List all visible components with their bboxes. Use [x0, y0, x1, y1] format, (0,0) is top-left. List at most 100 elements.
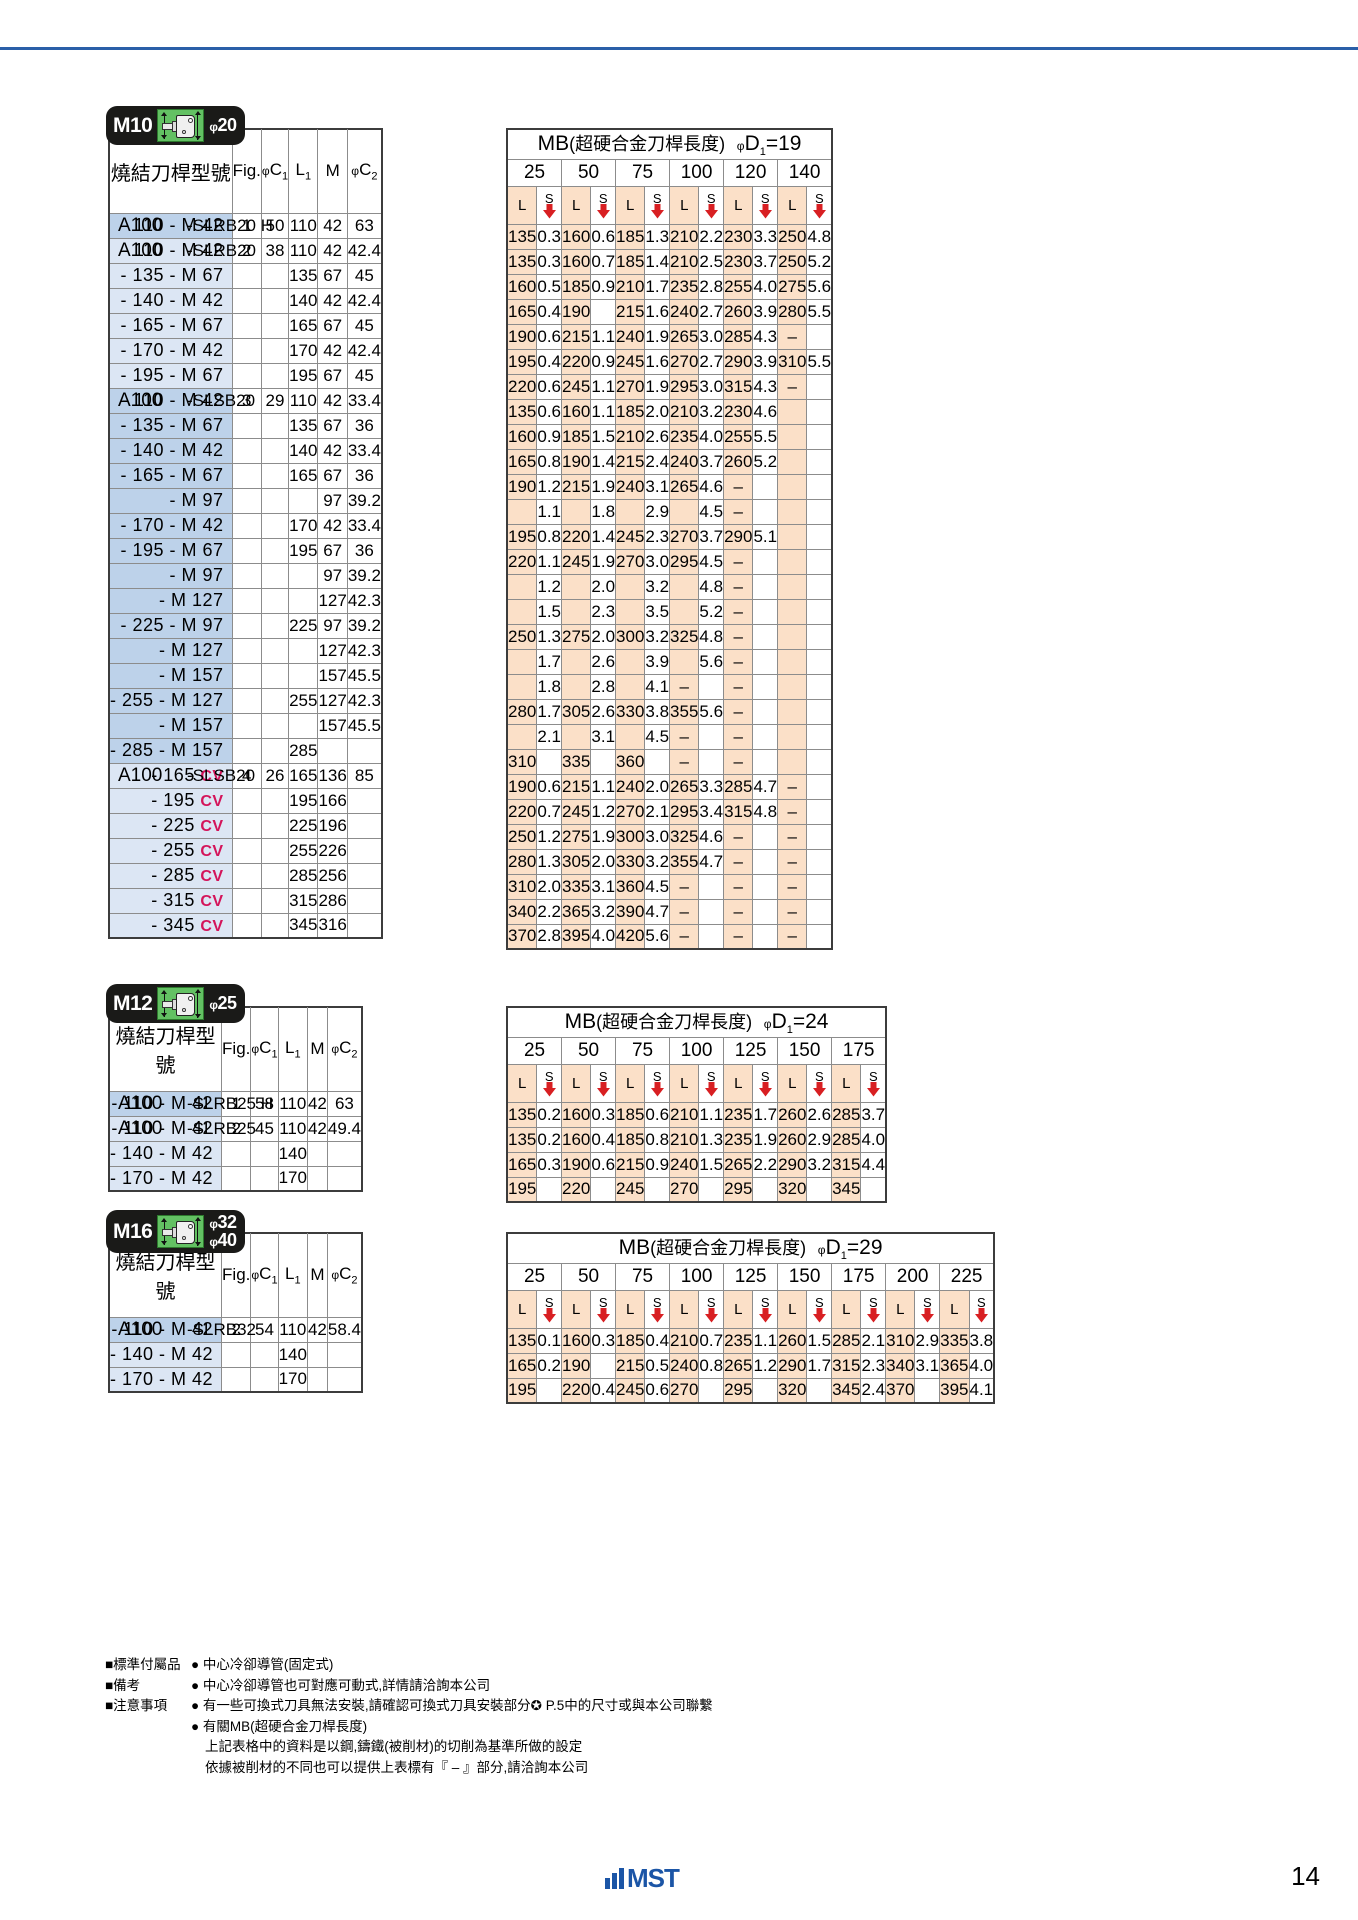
- cell-mb-L: 310: [506, 748, 538, 775]
- cell-mb-S: 0.5: [644, 1352, 671, 1379]
- s-arrow-icon: S: [807, 1296, 831, 1323]
- model-size: - 255 CV: [151, 840, 224, 860]
- cell-c2: 42.4: [346, 287, 383, 314]
- sub-col-L: L: [506, 1289, 538, 1329]
- cell-m: 97: [317, 612, 348, 639]
- cell-mb-L: 395: [939, 1377, 970, 1404]
- cell-mb-S: 1.2: [752, 1352, 779, 1379]
- table-row: - 345 CV 345 316: [108, 912, 383, 939]
- cell-mb-S: 1.1: [590, 773, 617, 800]
- cell-mb-L: 245: [615, 348, 646, 375]
- cell-mb-L: –: [669, 923, 700, 950]
- cell-mb-S: [536, 1176, 563, 1203]
- cell-mb-L: 360: [615, 748, 646, 775]
- sub-col-L: L: [561, 185, 592, 225]
- cell-mb-L: 135: [506, 1327, 538, 1354]
- cell-mb-S: 1.7: [644, 273, 671, 300]
- cell-m: 127: [317, 587, 348, 614]
- cell-m: 157: [317, 662, 348, 689]
- cell-mb-L: 420: [615, 923, 646, 950]
- cell-mb-S: 1.6: [644, 348, 671, 375]
- cell-l1: 315: [288, 887, 319, 914]
- sub-col-S: S: [590, 1063, 617, 1103]
- s-arrow-icon: S: [591, 1296, 615, 1323]
- cell-mb-L: 245: [561, 373, 592, 400]
- cell-mb-L: [777, 448, 808, 475]
- cell-mb-S: 0.5: [536, 273, 563, 300]
- cell-m: 42: [317, 212, 348, 239]
- cell-c2: [346, 887, 383, 914]
- cell-mb-S: 4.7: [698, 848, 725, 875]
- cell-mb-L: –: [723, 873, 754, 900]
- cell-mb-S: 3.1: [644, 473, 671, 500]
- table-row: - 225 - M 97 225 97 39.2: [108, 612, 383, 639]
- cell-mb-S: 1.9: [752, 1126, 779, 1153]
- mb-length-header: 50: [561, 158, 617, 187]
- model-code: -SLRB20: [187, 240, 256, 260]
- model-name-cell: - 285 CV: [108, 862, 233, 889]
- cell-m: 67: [317, 537, 348, 564]
- cell-mb-L: –: [777, 773, 808, 800]
- cell-l1: 110: [277, 1316, 308, 1343]
- model-size: - 165 - M 67: [120, 315, 224, 335]
- cell-fig: 2: [231, 237, 262, 264]
- cell-mb-L: 215: [615, 1151, 646, 1178]
- cell-mb-S: 1.1: [536, 548, 563, 575]
- cell-l1: 140: [288, 287, 319, 314]
- note-text: ● 有關MB(超硬合金刀桿長度): [191, 1718, 368, 1734]
- cell-fig: [231, 637, 262, 664]
- cell-mb-S: [752, 623, 779, 650]
- cell-mb-S: 1.1: [590, 323, 617, 350]
- cell-l1: 135: [288, 412, 319, 439]
- model-code: -SLRB25: [187, 1118, 256, 1138]
- model-size: - 165 - M 67: [120, 465, 224, 485]
- cell-c1: [260, 262, 290, 289]
- cell-mb-S: 4.8: [752, 798, 779, 825]
- model-name-cell: - M 127: [108, 637, 233, 664]
- table-row: A100 -SLRB25- 110 - M 42 2 45 110 42 49.…: [108, 1115, 363, 1142]
- sub-col-L: L: [506, 185, 538, 225]
- cell-mb-L: 215: [561, 773, 592, 800]
- cell-mb-S: [806, 723, 833, 750]
- model-prefix: A100: [118, 239, 163, 261]
- sub-col-L: L: [669, 1289, 700, 1329]
- cell-mb-S: 1.3: [536, 623, 563, 650]
- cell-fig: [231, 262, 262, 289]
- cell-fig: [231, 837, 262, 864]
- cell-mb-S: 5.5: [752, 423, 779, 450]
- table-row: 370 2.8 395 4.0 420 5.6– – –: [506, 923, 833, 950]
- cell-mb-L: 250: [506, 823, 538, 850]
- table-row: 165 0.3 190 0.6 215 0.9 240 1.5 265 2.2 290 3.2 315 4…: [506, 1151, 887, 1178]
- sub-col-L: L: [831, 1289, 862, 1329]
- cell-mb-L: [777, 398, 808, 425]
- cell-mb-S: 2.6: [644, 423, 671, 450]
- cell-mb-S: [752, 598, 779, 625]
- cell-mb-L: 245: [615, 1176, 646, 1203]
- cell-mb-S: 3.8: [644, 698, 671, 725]
- cell-mb-L: 220: [561, 1176, 592, 1203]
- cell-l1: 140: [288, 437, 319, 464]
- table-row: 250 1.3 275 2.0 300 3.2 325 4.8–: [506, 623, 833, 650]
- table-row: - 255 CV 255 226: [108, 837, 383, 864]
- cell-mb-L: 330: [615, 848, 646, 875]
- note-row: 依據被削材的不同也可以提供上表標有『 – 』部分,請洽詢本公司: [105, 1758, 713, 1779]
- sub-col-S: S: [698, 1063, 725, 1103]
- cell-mb-S: 0.1: [536, 1327, 563, 1354]
- cell-mb-L: 230: [723, 223, 754, 250]
- cell-mb-L: 160: [561, 398, 592, 425]
- cell-c1: [260, 337, 290, 364]
- cell-m: 42: [317, 287, 348, 314]
- s-arrow-icon: S: [753, 1070, 777, 1097]
- cell-mb-L: 315: [831, 1151, 862, 1178]
- cell-fig: [231, 562, 262, 589]
- cell-mb-L: 215: [615, 1352, 646, 1379]
- cell-fig: [231, 437, 262, 464]
- table-row: 195 0.8 220 1.4 245 2.3 270 3.7 290 5.1: [506, 523, 833, 550]
- cell-mb-S: 1.3: [698, 1126, 725, 1153]
- left-table-m12: 燒結刀桿型號 Fig. φC1 L1 M φC2 A100 -SLRB25 H-…: [108, 1006, 363, 1192]
- cell-mb-L: [669, 598, 700, 625]
- cell-mb-L: [777, 648, 808, 675]
- cell-mb-L: 235: [723, 1126, 754, 1153]
- cell-mb-L: 345: [831, 1176, 862, 1203]
- s-arrow-icon: S: [753, 192, 777, 219]
